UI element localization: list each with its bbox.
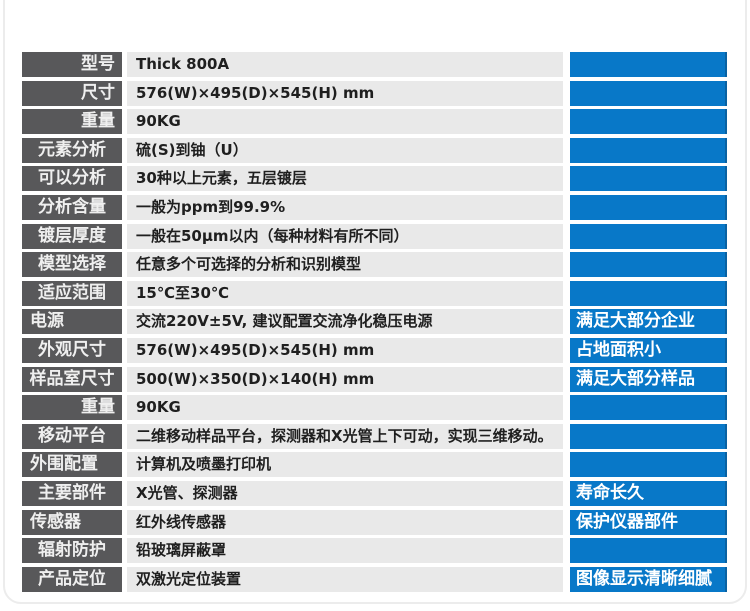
- row-highlight: [570, 423, 727, 449]
- row-value: 576(W)×495(D)×545(H) mm: [127, 80, 563, 106]
- table-row: 镀层厚度 一般在50μm以内（每种材料有所不同）: [22, 223, 727, 249]
- table-row: 适应范围 15℃至30℃: [22, 280, 727, 306]
- table-row: 样品室尺寸 500(W)×350(D)×140(H) mm 满足大部分样品: [22, 366, 727, 392]
- row-highlight: 图像显示清晰细腻: [570, 566, 727, 592]
- row-highlight: [570, 452, 727, 478]
- row-label: 辐射防护: [22, 538, 122, 564]
- row-value: 交流220V±5V, 建议配置交流净化稳压电源: [127, 309, 563, 335]
- table-row: 模型选择 任意多个可选择的分析和识别模型: [22, 252, 727, 278]
- table-row: 可以分析 30种以上元素，五层镀层: [22, 166, 727, 192]
- row-highlight: [570, 137, 727, 163]
- row-highlight: [570, 252, 727, 278]
- row-label: 适应范围: [22, 280, 122, 306]
- row-value: 90KG: [127, 109, 563, 135]
- spec-table: 型号 Thick 800A 尺寸 576(W)×495(D)×545(H) mm…: [22, 52, 727, 595]
- row-value: 计算机及喷墨打印机: [127, 452, 563, 478]
- row-value: 红外线传感器: [127, 509, 563, 535]
- row-highlight: [570, 538, 727, 564]
- row-value: 一般在50μm以内（每种材料有所不同）: [127, 223, 563, 249]
- row-label: 模型选择: [22, 252, 122, 278]
- row-value: 硫(S)到铀（U）: [127, 137, 563, 163]
- table-row: 移动平台 二维移动样品平台，探测器和X光管上下可动，实现三维移动。: [22, 423, 727, 449]
- table-row: 重量 90KG: [22, 109, 727, 135]
- row-label: 主要部件: [22, 480, 122, 506]
- row-label: 可以分析: [22, 166, 122, 192]
- row-highlight: [570, 109, 727, 135]
- row-label: 外观尺寸: [22, 337, 122, 363]
- row-highlight: 占地面积小: [570, 337, 727, 363]
- row-label: 产品定位: [22, 566, 122, 592]
- row-label: 移动平台: [22, 423, 122, 449]
- table-row: 辐射防护 铅玻璃屏蔽罩: [22, 538, 727, 564]
- row-highlight: 满足大部分企业: [570, 309, 727, 335]
- table-row: 分析含量 一般为ppm到99.9%: [22, 194, 727, 220]
- row-label: 镀层厚度: [22, 223, 122, 249]
- row-label: 重量: [22, 395, 122, 421]
- table-row: 电源 交流220V±5V, 建议配置交流净化稳压电源 满足大部分企业: [22, 309, 727, 335]
- row-highlight: [570, 395, 727, 421]
- row-highlight: [570, 223, 727, 249]
- table-row: 型号 Thick 800A: [22, 52, 727, 77]
- table-row: 传感器 红外线传感器 保护仪器部件: [22, 509, 727, 535]
- row-value: 90KG: [127, 395, 563, 421]
- row-highlight: [570, 52, 727, 77]
- row-value: 30种以上元素，五层镀层: [127, 166, 563, 192]
- row-highlight: [570, 280, 727, 306]
- row-label: 外围配置: [22, 452, 122, 478]
- table-row: 重量 90KG: [22, 395, 727, 421]
- table-row: 产品定位 双激光定位装置 图像显示清晰细腻: [22, 566, 727, 592]
- row-label: 重量: [22, 109, 122, 135]
- row-label: 尺寸: [22, 80, 122, 106]
- table-row: 尺寸 576(W)×495(D)×545(H) mm: [22, 80, 727, 106]
- row-value: 576(W)×495(D)×545(H) mm: [127, 337, 563, 363]
- row-value: 铅玻璃屏蔽罩: [127, 538, 563, 564]
- row-highlight: [570, 80, 727, 106]
- row-value: 任意多个可选择的分析和识别模型: [127, 252, 563, 278]
- row-label: 元素分析: [22, 137, 122, 163]
- row-value: X光管、探测器: [127, 480, 563, 506]
- row-highlight: [570, 194, 727, 220]
- table-row: 主要部件 X光管、探测器 寿命长久: [22, 480, 727, 506]
- row-value: 双激光定位装置: [127, 566, 563, 592]
- row-value: 一般为ppm到99.9%: [127, 194, 563, 220]
- row-label: 分析含量: [22, 194, 122, 220]
- table-row: 外围配置 计算机及喷墨打印机: [22, 452, 727, 478]
- row-highlight: 寿命长久: [570, 480, 727, 506]
- row-value: 15℃至30℃: [127, 280, 563, 306]
- row-value: 二维移动样品平台，探测器和X光管上下可动，实现三维移动。: [127, 423, 563, 449]
- table-row: 外观尺寸 576(W)×495(D)×545(H) mm 占地面积小: [22, 337, 727, 363]
- row-label: 电源: [22, 309, 122, 335]
- table-row: 元素分析 硫(S)到铀（U）: [22, 137, 727, 163]
- row-label: 样品室尺寸: [22, 366, 122, 392]
- row-value: 500(W)×350(D)×140(H) mm: [127, 366, 563, 392]
- row-highlight: 满足大部分样品: [570, 366, 727, 392]
- row-label: 型号: [22, 52, 122, 77]
- row-highlight: 保护仪器部件: [570, 509, 727, 535]
- row-highlight: [570, 166, 727, 192]
- row-label: 传感器: [22, 509, 122, 535]
- row-value: Thick 800A: [127, 52, 563, 77]
